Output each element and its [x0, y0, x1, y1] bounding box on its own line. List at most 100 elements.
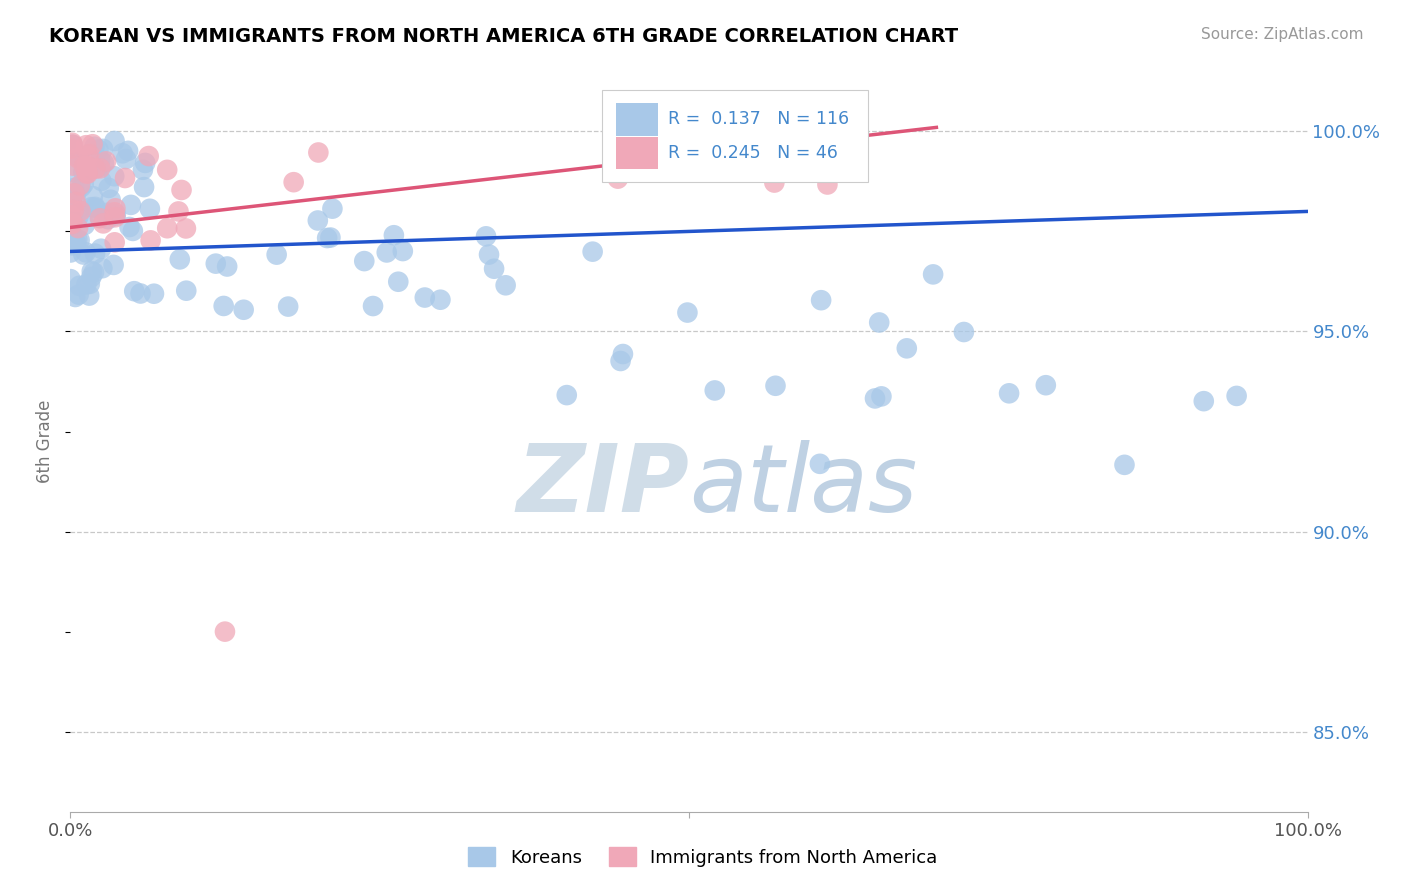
Point — [555, 388, 578, 402]
Point — [870, 389, 893, 403]
Point — [73, 177, 96, 191]
Point — [89, 161, 111, 176]
Point — [353, 254, 375, 268]
Point — [73, 218, 96, 232]
Point — [478, 247, 501, 261]
Point — [103, 169, 125, 184]
Point — [266, 247, 288, 261]
Point — [307, 145, 329, 160]
Point — [66, 151, 89, 165]
Point — [76, 164, 98, 178]
Point — [118, 219, 141, 234]
Point — [212, 299, 235, 313]
Point — [132, 162, 155, 177]
Point — [83, 265, 105, 279]
Point — [97, 205, 120, 219]
Point — [122, 224, 145, 238]
FancyBboxPatch shape — [602, 90, 869, 183]
Point — [382, 228, 405, 243]
Point — [80, 264, 103, 278]
Point — [62, 137, 84, 152]
Point — [129, 286, 152, 301]
Point — [97, 212, 120, 227]
Point — [361, 299, 384, 313]
Point — [763, 176, 786, 190]
Point — [103, 258, 125, 272]
Point — [94, 154, 117, 169]
Point — [63, 181, 86, 195]
Point — [120, 198, 142, 212]
Point — [60, 164, 83, 178]
Point — [84, 200, 107, 214]
Point — [97, 181, 120, 195]
Point — [65, 290, 87, 304]
Point — [93, 156, 115, 170]
Point — [413, 291, 436, 305]
Point — [77, 162, 100, 177]
Point — [60, 238, 83, 252]
Point — [75, 166, 97, 180]
Point — [59, 208, 82, 222]
Point — [104, 209, 127, 223]
Point — [232, 302, 254, 317]
Point — [114, 171, 136, 186]
Point — [65, 235, 87, 249]
Point — [111, 146, 134, 161]
Point — [59, 272, 82, 286]
Point — [76, 149, 98, 163]
Point — [89, 211, 111, 225]
Point — [72, 247, 94, 261]
Point — [70, 180, 93, 194]
Point — [91, 142, 114, 156]
Point — [316, 231, 339, 245]
FancyBboxPatch shape — [616, 103, 658, 136]
Point — [62, 159, 84, 173]
Point — [156, 221, 179, 235]
Point — [104, 202, 127, 216]
Point — [76, 159, 98, 173]
Point — [998, 386, 1021, 401]
Point — [606, 171, 628, 186]
Point — [89, 153, 111, 168]
Point — [72, 165, 94, 179]
Point — [863, 392, 886, 406]
Point — [609, 354, 631, 368]
Point — [76, 167, 98, 181]
Point — [953, 325, 976, 339]
Point — [115, 152, 138, 166]
Point — [815, 178, 838, 192]
Point — [122, 284, 145, 298]
Point — [703, 384, 725, 398]
Point — [62, 217, 84, 231]
Point — [67, 150, 90, 164]
Point — [495, 278, 517, 293]
Point — [868, 316, 890, 330]
Text: ZIP: ZIP — [516, 440, 689, 532]
Point — [170, 183, 193, 197]
Point — [67, 210, 90, 224]
Point — [75, 138, 97, 153]
Point — [60, 142, 83, 156]
Point — [84, 161, 107, 176]
Point — [1226, 389, 1249, 403]
Point — [143, 286, 166, 301]
Point — [808, 457, 831, 471]
Point — [132, 180, 155, 194]
Point — [174, 284, 197, 298]
Point — [582, 244, 605, 259]
Point — [84, 201, 107, 215]
Point — [65, 146, 87, 161]
Point — [80, 200, 103, 214]
Point — [90, 242, 112, 256]
Point — [156, 162, 179, 177]
Point — [67, 221, 90, 235]
Point — [60, 136, 83, 150]
Point — [174, 221, 197, 235]
Text: KOREAN VS IMMIGRANTS FROM NORTH AMERICA 6TH GRADE CORRELATION CHART: KOREAN VS IMMIGRANTS FROM NORTH AMERICA … — [49, 27, 959, 45]
Point — [83, 140, 105, 154]
Point — [117, 144, 139, 158]
Point — [90, 174, 112, 188]
Point — [75, 277, 97, 292]
Text: Source: ZipAtlas.com: Source: ZipAtlas.com — [1201, 27, 1364, 42]
Point — [67, 203, 90, 218]
